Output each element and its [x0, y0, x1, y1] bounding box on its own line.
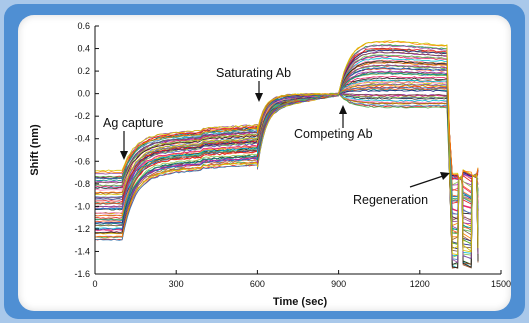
series-curves [94, 40, 479, 269]
series-line [94, 71, 479, 221]
outer-frame: 0.6 0.4 0.2 0.0 -0.2 -0.4 -0.6 -0.8 -1.0 -1.2 -1.4… [4, 4, 525, 319]
y-tick-label: 0.2 [77, 66, 90, 76]
series-line [94, 40, 479, 256]
y-tick-label: 0.4 [77, 44, 90, 54]
y-tick-label: -1.6 [74, 269, 90, 279]
series-line [94, 83, 479, 246]
axes [94, 26, 501, 275]
y-tick-label: -1.2 [74, 224, 90, 234]
y-tick-label: 0.0 [77, 89, 90, 99]
arrowhead-regeneration [440, 172, 450, 180]
annotation-regeneration: Regeneration [353, 193, 428, 207]
series-line [94, 60, 479, 269]
sensorgram-chart: 0.6 0.4 0.2 0.0 -0.2 -0.4 -0.6 -0.8 -1.0 -1.2 -1.4… [29, 21, 511, 308]
x-tick-label: 600 [250, 279, 265, 289]
annotation-ag-capture: Ag capture [103, 116, 164, 130]
y-tick-label: -1.0 [74, 201, 90, 211]
y-tick-label: 0.6 [77, 21, 90, 31]
y-ticks: 0.6 0.4 0.2 0.0 -0.2 -0.4 -0.6 -0.8 -1.0 -1.2 -1.4… [74, 21, 99, 279]
annotation-saturating-ab: Saturating Ab [216, 66, 291, 80]
x-axis-label: Time (sec) [273, 296, 328, 308]
arrowhead-competing-ab [339, 105, 347, 114]
x-ticks: 0 300 600 900 1200 1500 [92, 270, 511, 289]
series-line [94, 92, 479, 241]
series-line [94, 92, 479, 231]
x-tick-label: 300 [169, 279, 184, 289]
y-tick-label: -0.4 [74, 134, 90, 144]
y-tick-label: -0.6 [74, 156, 90, 166]
y-tick-label: -1.4 [74, 246, 90, 256]
y-axis-label: Shift (nm) [29, 124, 41, 176]
y-tick-label: -0.2 [74, 111, 90, 121]
arrow-regeneration [409, 174, 447, 188]
x-tick-label: 900 [331, 279, 346, 289]
arrowhead-ag-capture [120, 151, 128, 160]
series-line [94, 41, 479, 179]
x-tick-label: 1500 [491, 279, 511, 289]
x-tick-label: 1200 [410, 279, 430, 289]
x-tick-label: 0 [92, 279, 97, 289]
series-line [94, 54, 479, 203]
chart-panel: 0.6 0.4 0.2 0.0 -0.2 -0.4 -0.6 -0.8 -1.0 -1.2 -1.4… [18, 15, 511, 311]
y-tick-label: -0.8 [74, 179, 90, 189]
arrowhead-saturating-ab [255, 93, 263, 102]
annotation-competing-ab: Competing Ab [294, 127, 373, 141]
series-line [94, 93, 479, 265]
